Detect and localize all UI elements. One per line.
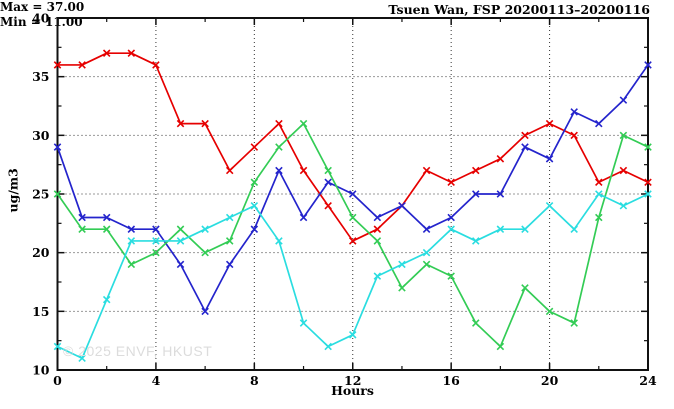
watermark: © 2025 ENVF, HKUST — [63, 343, 213, 359]
svg-text:4: 4 — [152, 373, 161, 388]
svg-text:8: 8 — [250, 373, 259, 388]
svg-text:20: 20 — [32, 245, 50, 260]
svg-text:15: 15 — [32, 304, 49, 319]
svg-text:35: 35 — [32, 69, 49, 84]
chart-title: Tsuen Wan, FSP 20200113–20200116 — [388, 2, 650, 17]
svg-text:10: 10 — [32, 363, 50, 378]
svg-text:0: 0 — [53, 373, 62, 388]
svg-text:24: 24 — [639, 373, 657, 388]
legend-max-label: Max = 37.00 — [0, 0, 85, 14]
svg-text:16: 16 — [442, 373, 460, 388]
svg-text:12: 12 — [344, 373, 361, 388]
svg-text:20: 20 — [541, 373, 559, 388]
svg-text:30: 30 — [32, 128, 50, 143]
svg-text:25: 25 — [32, 187, 49, 202]
x-axis-title: Hours — [331, 383, 374, 398]
y-axis-title: ug/m3 — [5, 168, 21, 213]
svg-text:40: 40 — [32, 11, 50, 26]
